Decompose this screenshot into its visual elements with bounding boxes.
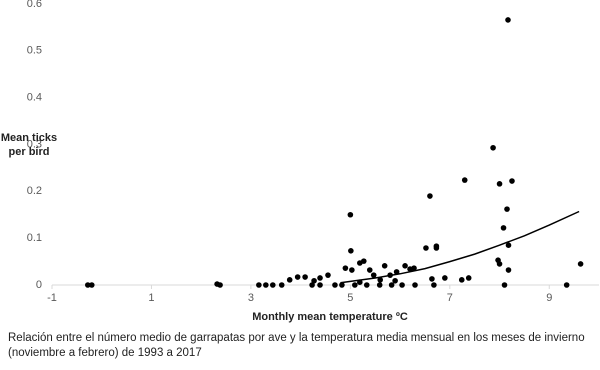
y-tick-label: 0.4 (27, 92, 42, 104)
data-point (370, 272, 377, 278)
data-point (399, 282, 405, 288)
x-tick-label: 9 (546, 292, 552, 304)
data-point (256, 282, 262, 288)
data-point (263, 282, 269, 288)
trend-line (340, 210, 580, 284)
data-point (496, 261, 503, 267)
data-point (509, 178, 515, 184)
x-tick-label: 7 (447, 292, 453, 304)
data-point (85, 282, 91, 288)
data-point (465, 275, 472, 281)
data-point (357, 279, 363, 285)
data-point (505, 17, 511, 23)
data-point (505, 242, 512, 248)
data-point (388, 282, 395, 288)
y-tick-label: 0.2 (27, 185, 42, 197)
data-point (387, 272, 393, 278)
data-point (429, 276, 435, 282)
y-tick-label: 0.6 (27, 0, 42, 10)
y-tick-label: 0.3 (27, 138, 42, 150)
data-point (431, 282, 437, 288)
data-point (433, 245, 440, 251)
data-point (423, 245, 429, 251)
data-point (411, 265, 417, 271)
data-point (427, 193, 433, 199)
data-point (342, 265, 349, 271)
data-point (352, 282, 358, 288)
data-point (294, 274, 301, 280)
data-point (360, 258, 367, 264)
data-point (217, 282, 223, 288)
data-point (504, 206, 510, 212)
x-tick-label: 5 (347, 292, 353, 304)
data-point (376, 282, 383, 288)
y-tick-label: 0 (36, 279, 42, 291)
data-point (325, 272, 331, 278)
data-point (402, 262, 408, 269)
data-point (505, 267, 512, 273)
data-point (317, 282, 323, 288)
data-point (442, 275, 448, 281)
data-point (393, 269, 400, 275)
data-point (317, 275, 323, 281)
data-point (347, 211, 354, 218)
data-point (348, 248, 354, 254)
x-tick-label: 1 (148, 292, 154, 304)
chart: 0 0.1 0.2 0.3 0.4 0.5 0.6 -1 1 3 5 7 9 (27, 0, 599, 304)
data-point (269, 282, 276, 288)
data-point (563, 282, 570, 288)
data-point (309, 282, 315, 288)
data-point (377, 277, 384, 283)
data-point (458, 277, 465, 283)
data-point (461, 177, 468, 183)
data-point (392, 277, 398, 284)
data-point (363, 282, 370, 288)
data-point (349, 267, 355, 273)
data-point (381, 262, 388, 269)
data-point (366, 267, 373, 273)
data-point (311, 277, 317, 284)
data-point (500, 225, 507, 231)
caption: Relación entre el número medio de garrap… (8, 332, 585, 359)
y-tick-label: 0.5 (27, 45, 42, 57)
x-tick-label: 3 (248, 292, 254, 304)
data-point (501, 282, 508, 288)
y-tick-label: 0.1 (27, 232, 42, 244)
y-axis-label: Mean ticks per bird (0, 132, 58, 158)
data-point (286, 277, 293, 283)
data-point (339, 282, 345, 288)
data-point (278, 282, 285, 288)
data-point (496, 181, 503, 187)
data-point (332, 282, 338, 288)
data-point (302, 274, 308, 280)
x-tick-label: -1 (47, 292, 57, 304)
data-point (490, 144, 496, 151)
data-point (577, 261, 584, 267)
data-point (412, 282, 418, 288)
data-point (88, 282, 95, 288)
